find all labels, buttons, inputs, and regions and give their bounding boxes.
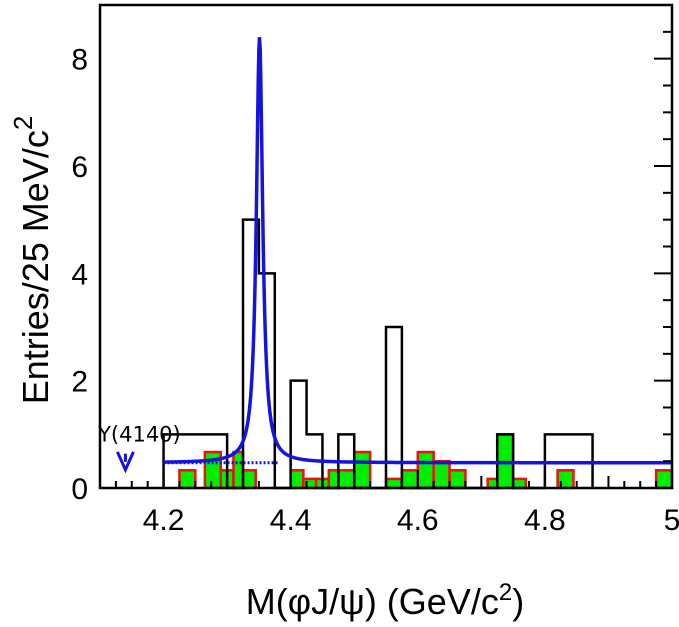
x-tick-label: 4.4 <box>270 504 312 537</box>
x-axis-title: M(φJ/ψ) (GeV/c2) <box>246 579 524 622</box>
y-tick-label: 6 <box>71 151 88 184</box>
sideband-bar-12 <box>400 469 420 490</box>
sideband-bar-16 <box>486 477 499 490</box>
sideband-bar-10 <box>352 450 372 490</box>
sideband-bar-15 <box>448 469 467 490</box>
annotation-arrow-head <box>116 451 135 474</box>
annotation-label: Y(4140) <box>97 423 181 447</box>
x-tick-label: 4.2 <box>143 504 185 537</box>
sideband-bar-20 <box>654 469 674 490</box>
sideband-bar-6 <box>302 477 318 490</box>
sideband-bar-13 <box>416 450 435 490</box>
sideband-bar-3 <box>232 450 245 490</box>
y-tick-label: 0 <box>71 473 88 506</box>
sideband-bar-11 <box>384 477 404 490</box>
sideband-bar-14 <box>432 459 451 490</box>
x-tick-label: 5 <box>664 504 679 537</box>
y-tick-label: 2 <box>71 366 88 399</box>
annotation: Y(4140) <box>97 423 181 474</box>
x-tick-label: 4.6 <box>397 504 439 537</box>
fit-curve <box>163 37 672 465</box>
y-axis-title: Entries/25 MeV/c2 <box>8 116 56 405</box>
fit-curves <box>163 37 672 465</box>
sideband-bar-18 <box>511 477 528 490</box>
y-tick-label: 4 <box>71 258 88 291</box>
sideband-bar-5 <box>289 469 305 490</box>
sideband-bar-4 <box>241 469 257 490</box>
sideband-bar-8 <box>327 469 340 490</box>
sideband-bar-0 <box>178 469 197 490</box>
y-tick-label: 8 <box>71 44 88 77</box>
axes: 0 2 4 6 8 4.2 4.4 4.6 4.8 5 <box>71 3 679 537</box>
sideband-bar-9 <box>337 469 356 490</box>
x-tick-label: 4.8 <box>524 504 566 537</box>
